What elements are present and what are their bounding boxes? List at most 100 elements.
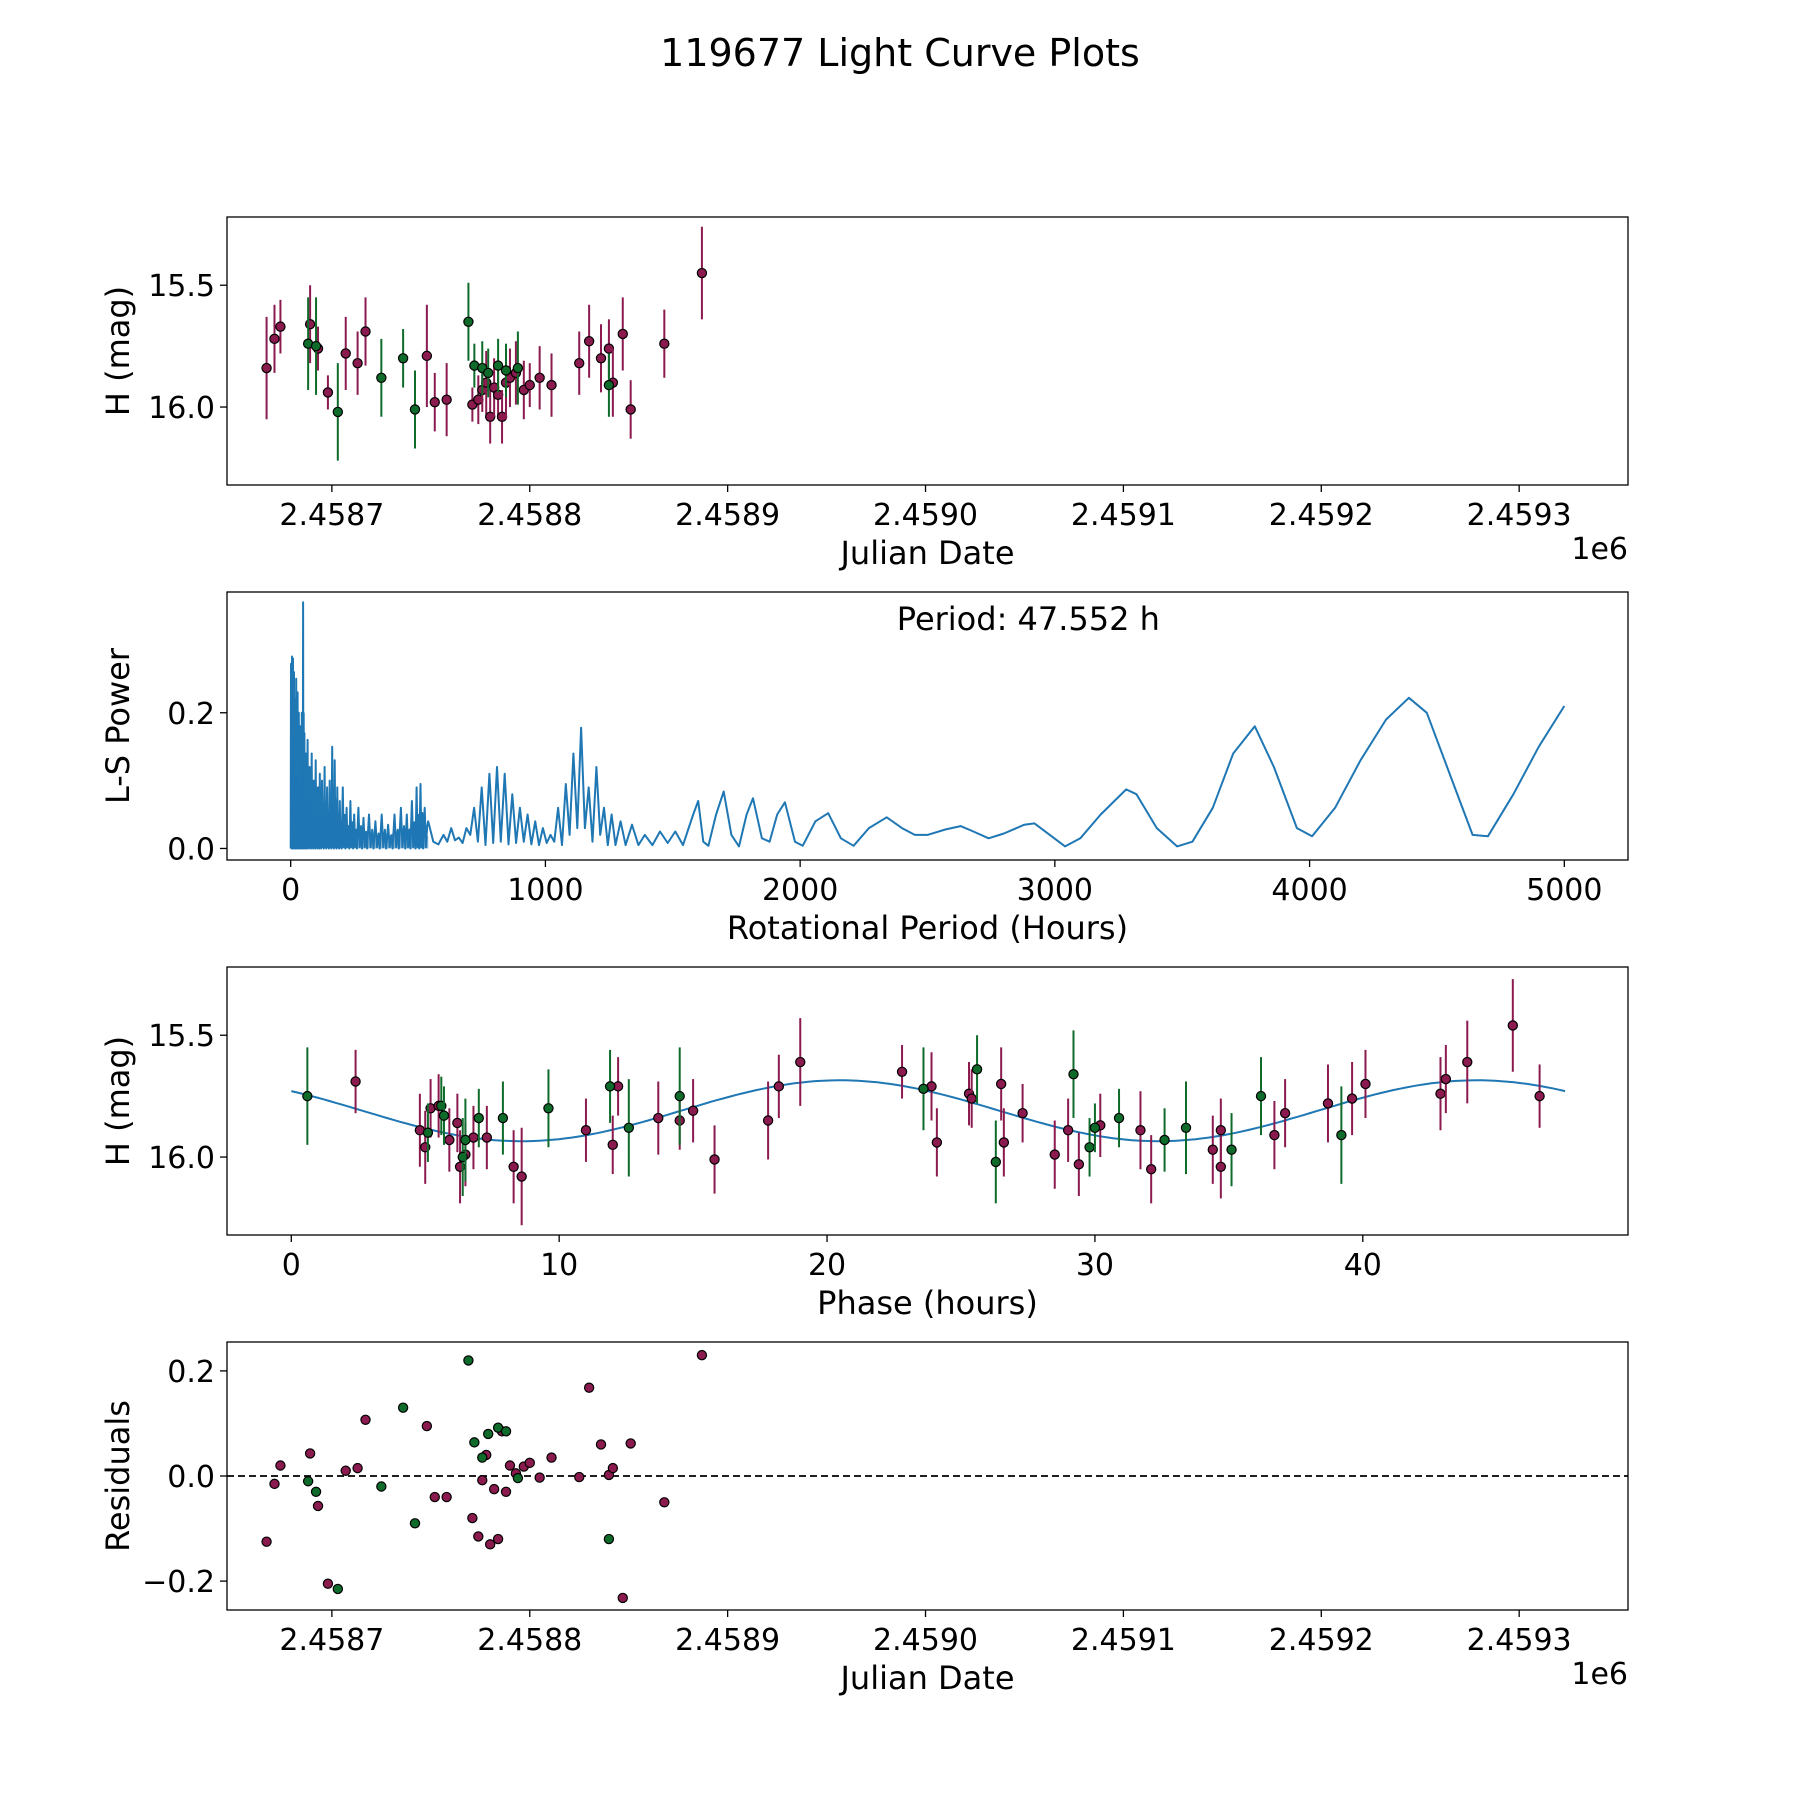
data-point [1507, 1020, 1519, 1031]
data-point [1665, 1456, 1674, 1465]
plot-area [261, 226, 1800, 461]
x-tick-label: 5000 [1526, 873, 1602, 908]
data-point [484, 1539, 496, 1550]
series-band-a [261, 1349, 1800, 1604]
x-tick-label: 2.4591 [1071, 1623, 1176, 1658]
data-point [1322, 1098, 1334, 1109]
data-point [696, 267, 708, 279]
data-point [1336, 1129, 1347, 1141]
data-point [261, 1536, 272, 1547]
x-tick-label: 2.4589 [675, 498, 780, 533]
data-point [583, 336, 595, 347]
data-point [500, 1486, 512, 1497]
data-point [795, 1056, 806, 1068]
x-tick-label: 2.4587 [279, 498, 384, 533]
data-point [607, 1462, 619, 1474]
data-point [1720, 1485, 1729, 1494]
data-point [352, 1462, 363, 1474]
data-point [1792, 1495, 1800, 1504]
x-tick-label: 2.4593 [1467, 1623, 1572, 1658]
data-point [1792, 383, 1800, 392]
data-point [1685, 1407, 1694, 1416]
data-point [1435, 1088, 1446, 1099]
data-point [534, 1472, 545, 1483]
data-point [625, 1438, 636, 1449]
data-point [340, 1465, 351, 1476]
x-axis-label: Julian Date [838, 1659, 1014, 1697]
data-point [1135, 1125, 1146, 1136]
data-point [998, 1137, 1010, 1148]
data-point [376, 1481, 387, 1492]
data-point [659, 1497, 670, 1508]
y-tick-label: 0.2 [167, 697, 215, 732]
plot-area [289, 601, 1566, 850]
data-point [1762, 1548, 1771, 1557]
data-point [1744, 1427, 1753, 1436]
data-point [1675, 1452, 1684, 1461]
data-point [492, 1533, 504, 1545]
data-point [322, 387, 334, 398]
data-point [460, 1134, 471, 1146]
data-point [332, 406, 344, 418]
data-point [488, 1483, 500, 1495]
y-tick-label: 0.0 [167, 1460, 215, 1495]
data-point [352, 357, 363, 369]
data-point [603, 379, 615, 391]
x-tick-label: 2000 [762, 873, 838, 908]
data-point [350, 1076, 361, 1087]
x-tick-label: 2.4588 [477, 498, 582, 533]
data-point [312, 1500, 324, 1512]
data-point [534, 372, 545, 383]
power-series-line [289, 601, 1566, 850]
data-point [653, 1112, 664, 1124]
data-point [452, 1117, 463, 1129]
x-tick-label: 20 [808, 1248, 846, 1283]
data-point [360, 326, 371, 337]
data-point [441, 394, 452, 405]
y-axis: 0.0 0.2 L-S Power [99, 647, 227, 867]
data-point [1113, 1112, 1125, 1124]
x-tick-label: 40 [1344, 1248, 1382, 1283]
data-point [469, 1437, 480, 1448]
x-tick-label: 3000 [1017, 873, 1093, 908]
data-point [524, 1457, 535, 1469]
data-point [1732, 366, 1741, 375]
data-point [340, 348, 351, 359]
period-annotation: Period: 47.552 h [897, 600, 1160, 638]
data-point [302, 1476, 314, 1487]
data-point [481, 1132, 493, 1143]
data-point [674, 1090, 685, 1102]
figure-title: 119677 Light Curve Plots [660, 31, 1140, 75]
data-point [1784, 1445, 1793, 1454]
data-point [504, 1460, 516, 1471]
data-point [1346, 1093, 1358, 1104]
plot-area [227, 1349, 1800, 1604]
y-tick-label: 16.0 [148, 1141, 215, 1176]
data-point [607, 1139, 618, 1151]
panel-phasefold: 0 10 20 30 40 Phase (hours) 16.0 15.5 H (mag) [99, 966, 1629, 1322]
data-point [604, 1081, 616, 1092]
data-point [1720, 373, 1729, 382]
data-point [773, 1081, 785, 1092]
data-point [1089, 1122, 1101, 1134]
data-point [269, 333, 280, 345]
data-point [304, 1448, 316, 1459]
data-point [473, 1112, 485, 1124]
data-point [574, 1471, 585, 1483]
x-tick-label: 0 [281, 873, 300, 908]
x-tick-label: 30 [1076, 1248, 1114, 1283]
data-point [1215, 1125, 1227, 1136]
panel-lightcurve: 2.4587 2.4588 2.4589 2.4590 2.4591 2.4592 2.45… [99, 216, 1800, 572]
data-point [429, 1491, 440, 1503]
data-point [1073, 1159, 1085, 1170]
data-point [310, 340, 322, 352]
data-point [1792, 1469, 1800, 1478]
y-tick-label: −0.2 [142, 1565, 215, 1600]
data-point [1269, 1129, 1280, 1141]
series-band-b [302, 282, 1800, 461]
x-axis: 2.4587 2.4588 2.4589 2.4590 2.4591 2.4592 2.45… [279, 485, 1628, 572]
data-point [483, 1428, 494, 1440]
data-point [990, 1156, 1002, 1168]
data-point [376, 372, 387, 383]
